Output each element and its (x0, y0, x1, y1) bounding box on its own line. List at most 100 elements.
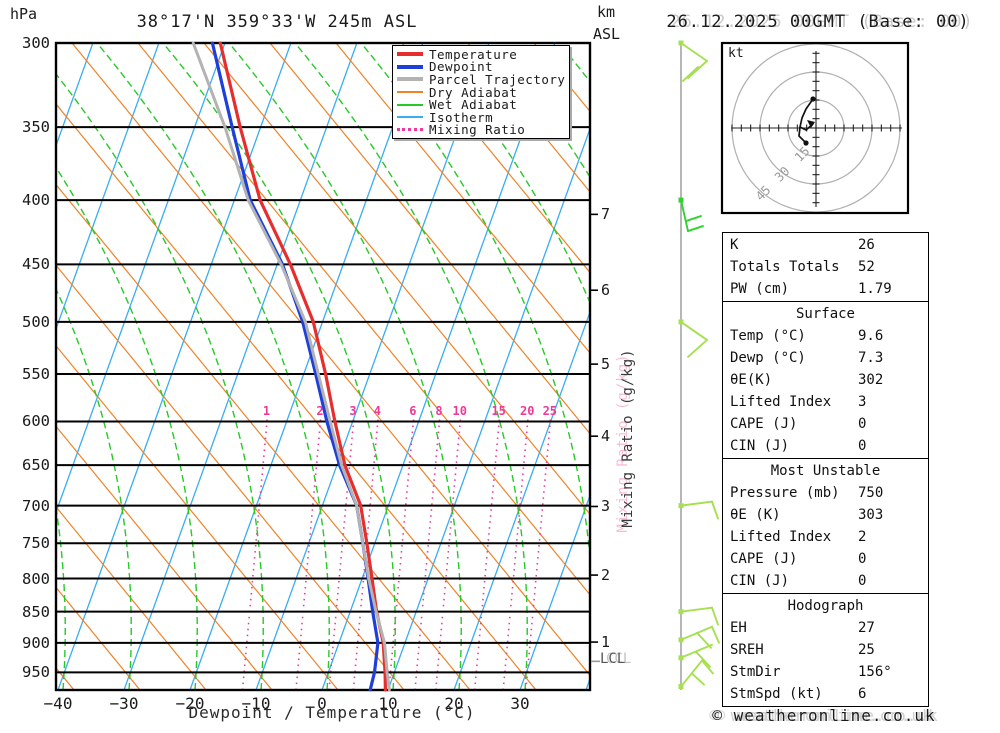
table-row-value: 3 (858, 394, 867, 410)
lcl-marker-label: LCL (600, 651, 626, 667)
dry-adiabat-line (402, 44, 589, 273)
wind-barb (678, 659, 714, 690)
legend-swatch-thin (397, 103, 423, 106)
mixing-ratio-line (241, 415, 269, 689)
temperature-tick-label: 20 (444, 694, 464, 713)
table-row: Temp (°C) 9.6 (723, 325, 928, 347)
table-section: K 26 Totals Totals 52 PW (cm) 1.79 (723, 233, 928, 301)
table-row-value: 1.79 (858, 281, 892, 297)
legend-swatch-thick (397, 77, 423, 82)
wet-adiabat-line (228, 44, 462, 689)
table-row: CIN (J) 0 (723, 570, 928, 592)
dry-adiabat-line (57, 346, 338, 689)
legend-label: Temperature (429, 46, 518, 62)
legend-swatch-dotted (397, 128, 423, 132)
mixing-ratio-label: 2 (316, 404, 324, 418)
table-row-value: 25 (858, 642, 875, 658)
isotherm-line (57, 44, 292, 689)
wind-barb (678, 643, 713, 668)
mixing-ratio-label: 15 (491, 404, 506, 418)
isotherm-line (189, 44, 424, 689)
table-row-label: K (730, 237, 739, 253)
legend-item: Dewpoint (397, 59, 569, 74)
wind-station-dot (678, 319, 684, 325)
station-title: 38°17'N 359°33'W 245m ASL (136, 12, 418, 32)
km-tick-label: 3 (601, 497, 611, 516)
table-row: CAPE (J) 0 (723, 548, 928, 570)
hodograph (720, 41, 910, 215)
table-row-label: Totals Totals (730, 259, 840, 275)
table-row-value: 7.3 (858, 350, 884, 366)
mixing-ratio-line (473, 415, 501, 689)
legend-swatch-thick (397, 52, 423, 57)
legend-item: Parcel Trajectory (397, 71, 569, 87)
table-row-label: CAPE (J) (730, 416, 798, 432)
wind-station-dot (678, 609, 684, 615)
x-axis-label: Dewpoint / Temperature (°C) (188, 703, 476, 722)
legend-item: Dry Adiabat (397, 84, 569, 100)
legend-label: Wet Adiabat (429, 97, 518, 113)
isotherm-line (57, 44, 160, 329)
km-tick-label: 1 (601, 633, 611, 652)
table-row-value: 26 (858, 237, 875, 253)
temperature-tick-label: 0 (317, 694, 327, 713)
wind-barb (678, 319, 708, 358)
table-row: PW (cm) 1.79 (723, 278, 928, 300)
table-row: StmDir 156° (723, 661, 928, 683)
pressure-tick-label: 950 (22, 663, 50, 682)
hodograph-dot (810, 96, 816, 102)
wind-barb (678, 40, 708, 82)
table-row-label: CIN (J) (730, 438, 790, 454)
table-row: CAPE (J) 0 (723, 413, 928, 435)
legend-label: Mixing Ratio (429, 122, 526, 138)
table-row-label: CAPE (J) (730, 551, 798, 567)
legend-label: Parcel Trajectory (429, 71, 566, 87)
table-row-label: StmSpd (kt) (730, 686, 823, 702)
wind-station-dot (678, 503, 684, 509)
dry-adiabat-line (204, 44, 589, 514)
table-row-label: Pressure (mb) (730, 485, 840, 501)
dry-adiabat-line (57, 507, 206, 689)
dry-adiabat-line (138, 44, 589, 595)
pressure-tick-label: 550 (22, 364, 50, 383)
series-parcel-trajectory (191, 41, 391, 692)
legend-swatch-thin (397, 91, 423, 94)
isotherm-line (123, 44, 358, 689)
table-section-header: Most Unstable (770, 463, 881, 479)
table-row-value: 0 (858, 416, 867, 432)
wet-adiabat-line (294, 44, 528, 689)
wind-barb (678, 606, 719, 626)
wind-barb (678, 500, 719, 520)
table-row-value: 52 (858, 259, 875, 275)
legend-label: Dry Adiabat (429, 84, 518, 100)
pressure-tick-label: 850 (22, 602, 50, 621)
isotherm-line (387, 129, 589, 689)
km-tick-label: 2 (601, 566, 611, 585)
temperature-tick-label: −30 (109, 694, 139, 713)
table-section-header: Surface (795, 306, 855, 322)
wind-station-dot (678, 637, 684, 643)
hodograph-trace-low (798, 126, 807, 144)
temperature-tick-label: 10 (378, 694, 398, 713)
pressure-axis-unit: hPa (10, 5, 38, 23)
table-row-value: 9.6 (858, 328, 884, 344)
table-row: SREH 25 (723, 639, 928, 661)
isotherm-line (57, 44, 226, 512)
mixing-ratio-label: 10 (452, 404, 467, 418)
pressure-tick-label: 400 (22, 191, 50, 210)
table-row-label: StmDir (730, 664, 781, 680)
wind-station-dot (678, 684, 684, 690)
mixing-ratio-line (435, 415, 462, 689)
pressure-tick-label: 700 (22, 496, 50, 515)
isotherm-line (519, 496, 589, 689)
wet-adiabat-line (162, 44, 396, 689)
legend-item: Wet Adiabat (397, 97, 569, 113)
wet-adiabat-line (57, 74, 264, 689)
table-row-label: Lifted Index (730, 529, 832, 545)
table-row-value: 27 (858, 620, 875, 636)
table-row-value: 303 (858, 507, 884, 523)
table-row-label: θE(K) (730, 372, 773, 388)
pressure-tick-label: 650 (22, 456, 50, 475)
table-row: CIN (J) 0 (723, 435, 928, 457)
